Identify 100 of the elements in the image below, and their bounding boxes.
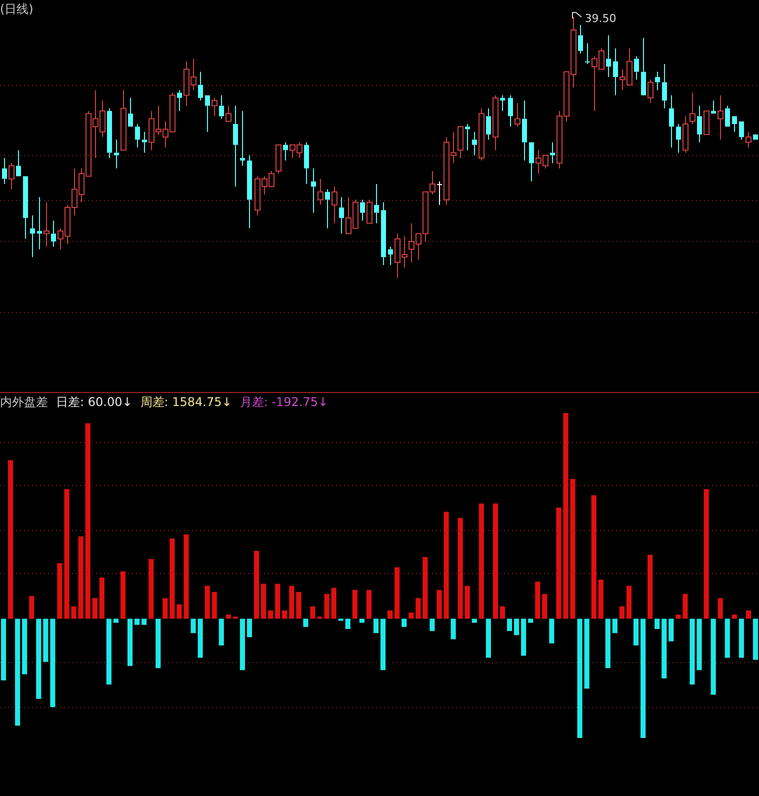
bar	[113, 618, 118, 623]
bar	[430, 618, 435, 632]
bar	[204, 586, 210, 619]
candlestick	[669, 94, 674, 148]
candlestick	[662, 63, 667, 109]
bar	[22, 618, 28, 674]
bar	[724, 618, 730, 658]
bar	[521, 618, 526, 656]
bar	[282, 610, 288, 619]
bar	[584, 618, 590, 689]
bar	[240, 618, 245, 670]
candlestick	[8, 162, 14, 190]
bar	[402, 618, 407, 627]
candlestick	[697, 105, 702, 143]
candlestick	[486, 108, 491, 140]
bar	[704, 489, 709, 619]
bar	[514, 618, 520, 636]
bar	[640, 618, 646, 738]
candlestick	[142, 131, 147, 154]
candlestick	[339, 196, 344, 234]
bar	[464, 586, 470, 619]
candlestick	[732, 116, 737, 132]
candlestick	[711, 100, 716, 114]
candlestick	[550, 142, 555, 164]
bar	[198, 618, 203, 658]
bar	[352, 590, 358, 619]
bar	[746, 610, 751, 619]
bar	[506, 618, 512, 632]
bar	[500, 606, 506, 619]
bar	[549, 618, 554, 644]
bar	[331, 588, 336, 619]
bar	[648, 554, 653, 619]
candlestick	[44, 202, 50, 248]
bar	[528, 618, 534, 623]
candlestick	[226, 105, 232, 122]
bar	[142, 618, 147, 625]
bar	[43, 618, 48, 662]
candlestick	[360, 199, 365, 222]
bar	[99, 578, 104, 619]
bar	[605, 618, 610, 668]
candlestick	[311, 168, 316, 214]
bar	[226, 614, 231, 619]
bar	[450, 618, 456, 640]
candlestick	[114, 139, 119, 169]
candlestick	[325, 188, 330, 229]
candlestick	[437, 180, 442, 206]
candlestick	[37, 196, 42, 250]
bar	[268, 610, 274, 619]
candlestick	[508, 94, 513, 128]
candlestick	[198, 71, 203, 102]
bar	[254, 550, 260, 619]
candlestick	[30, 214, 35, 258]
candlestick	[606, 34, 611, 78]
bar	[92, 598, 98, 619]
bar	[710, 618, 716, 695]
candlestick	[676, 124, 681, 154]
bar	[218, 618, 224, 646]
candlestick	[51, 220, 56, 248]
bar	[598, 580, 604, 619]
bar	[366, 590, 372, 619]
bar	[388, 610, 393, 619]
bar	[246, 618, 252, 638]
bar	[492, 504, 498, 619]
candlestick	[492, 94, 498, 151]
bar	[732, 614, 737, 619]
text: 周差: 1584.75↓	[140, 395, 232, 409]
bar	[134, 618, 140, 625]
bar	[738, 618, 744, 658]
candlestick	[128, 97, 133, 127]
bar	[542, 594, 548, 619]
candlestick	[613, 48, 618, 96]
candlestick	[332, 186, 338, 224]
candlestick	[177, 90, 182, 112]
bar	[78, 536, 84, 619]
bar	[85, 423, 90, 619]
bar	[752, 618, 758, 660]
candlestick	[465, 124, 470, 151]
candlestick	[746, 131, 752, 148]
bar	[190, 618, 196, 634]
bar	[591, 495, 596, 619]
bar	[682, 594, 688, 619]
candlestick	[212, 97, 218, 117]
bar	[654, 618, 660, 629]
bar	[212, 592, 217, 619]
bar	[303, 618, 308, 627]
bar	[718, 598, 723, 619]
candlestick	[514, 102, 520, 128]
bar	[156, 618, 161, 668]
candlestick	[655, 71, 660, 91]
bar	[422, 556, 428, 619]
candlestick	[682, 116, 688, 154]
candlestick	[233, 105, 238, 188]
bar	[29, 596, 34, 619]
candlestick	[366, 199, 372, 224]
bar	[8, 460, 14, 619]
candlestick	[120, 90, 126, 151]
bar	[619, 606, 624, 619]
annotation: 39.50	[584, 12, 616, 25]
bar	[668, 618, 674, 642]
bar	[577, 618, 582, 738]
